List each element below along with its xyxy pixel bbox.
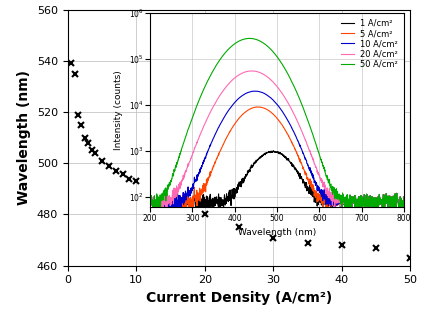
10 A/cm² <box>258 90 263 94</box>
1 A/cm² <box>401 195 407 199</box>
5 A/cm² <box>258 105 263 109</box>
20 A/cm² <box>191 150 196 154</box>
5 A/cm² <box>151 211 156 215</box>
Line: 50 A/cm²: 50 A/cm² <box>150 39 404 213</box>
50 A/cm² <box>233 41 239 45</box>
20 A/cm² <box>281 94 286 98</box>
Line: 10 A/cm²: 10 A/cm² <box>150 91 404 213</box>
20 A/cm² <box>249 69 254 73</box>
10 A/cm² <box>281 112 286 116</box>
5 A/cm² <box>148 199 153 202</box>
1 A/cm² <box>271 149 276 153</box>
10 A/cm² <box>401 195 407 199</box>
Y-axis label: Wavelength (nm): Wavelength (nm) <box>17 70 31 205</box>
10 A/cm² <box>181 201 187 205</box>
1 A/cm² <box>181 206 187 210</box>
20 A/cm² <box>148 199 153 202</box>
5 A/cm² <box>287 135 292 139</box>
10 A/cm² <box>151 211 156 215</box>
50 A/cm² <box>281 65 286 69</box>
50 A/cm² <box>148 198 153 202</box>
Line: 20 A/cm²: 20 A/cm² <box>150 71 404 213</box>
5 A/cm² <box>401 195 407 199</box>
20 A/cm² <box>233 75 239 79</box>
20 A/cm² <box>287 103 292 107</box>
X-axis label: Wavelength (nm): Wavelength (nm) <box>238 228 316 237</box>
20 A/cm² <box>258 71 263 75</box>
Legend: 1 A/cm², 5 A/cm², 10 A/cm², 20 A/cm², 50 A/cm²: 1 A/cm², 5 A/cm², 10 A/cm², 20 A/cm², 50… <box>340 17 400 70</box>
Y-axis label: Intensity (counts): Intensity (counts) <box>115 70 124 150</box>
50 A/cm² <box>181 140 187 144</box>
X-axis label: Current Density (A/cm²): Current Density (A/cm²) <box>146 291 332 305</box>
1 A/cm² <box>233 187 239 191</box>
10 A/cm² <box>252 89 257 93</box>
10 A/cm² <box>191 182 196 186</box>
5 A/cm² <box>255 105 261 109</box>
5 A/cm² <box>281 126 286 130</box>
10 A/cm² <box>287 121 292 125</box>
1 A/cm² <box>191 196 196 200</box>
10 A/cm² <box>148 199 153 202</box>
5 A/cm² <box>181 206 187 210</box>
1 A/cm² <box>287 159 292 163</box>
50 A/cm² <box>191 113 196 117</box>
1 A/cm² <box>148 199 153 202</box>
50 A/cm² <box>151 211 156 215</box>
20 A/cm² <box>151 211 156 215</box>
50 A/cm² <box>401 195 407 199</box>
20 A/cm² <box>401 195 407 199</box>
1 A/cm² <box>258 155 263 159</box>
50 A/cm² <box>287 75 292 78</box>
10 A/cm² <box>233 99 239 103</box>
50 A/cm² <box>247 37 252 40</box>
Line: 5 A/cm²: 5 A/cm² <box>150 107 404 213</box>
1 A/cm² <box>151 211 156 215</box>
1 A/cm² <box>281 154 286 158</box>
20 A/cm² <box>181 175 187 179</box>
50 A/cm² <box>258 40 263 43</box>
5 A/cm² <box>191 194 196 198</box>
5 A/cm² <box>233 120 239 124</box>
Line: 1 A/cm²: 1 A/cm² <box>150 151 404 213</box>
